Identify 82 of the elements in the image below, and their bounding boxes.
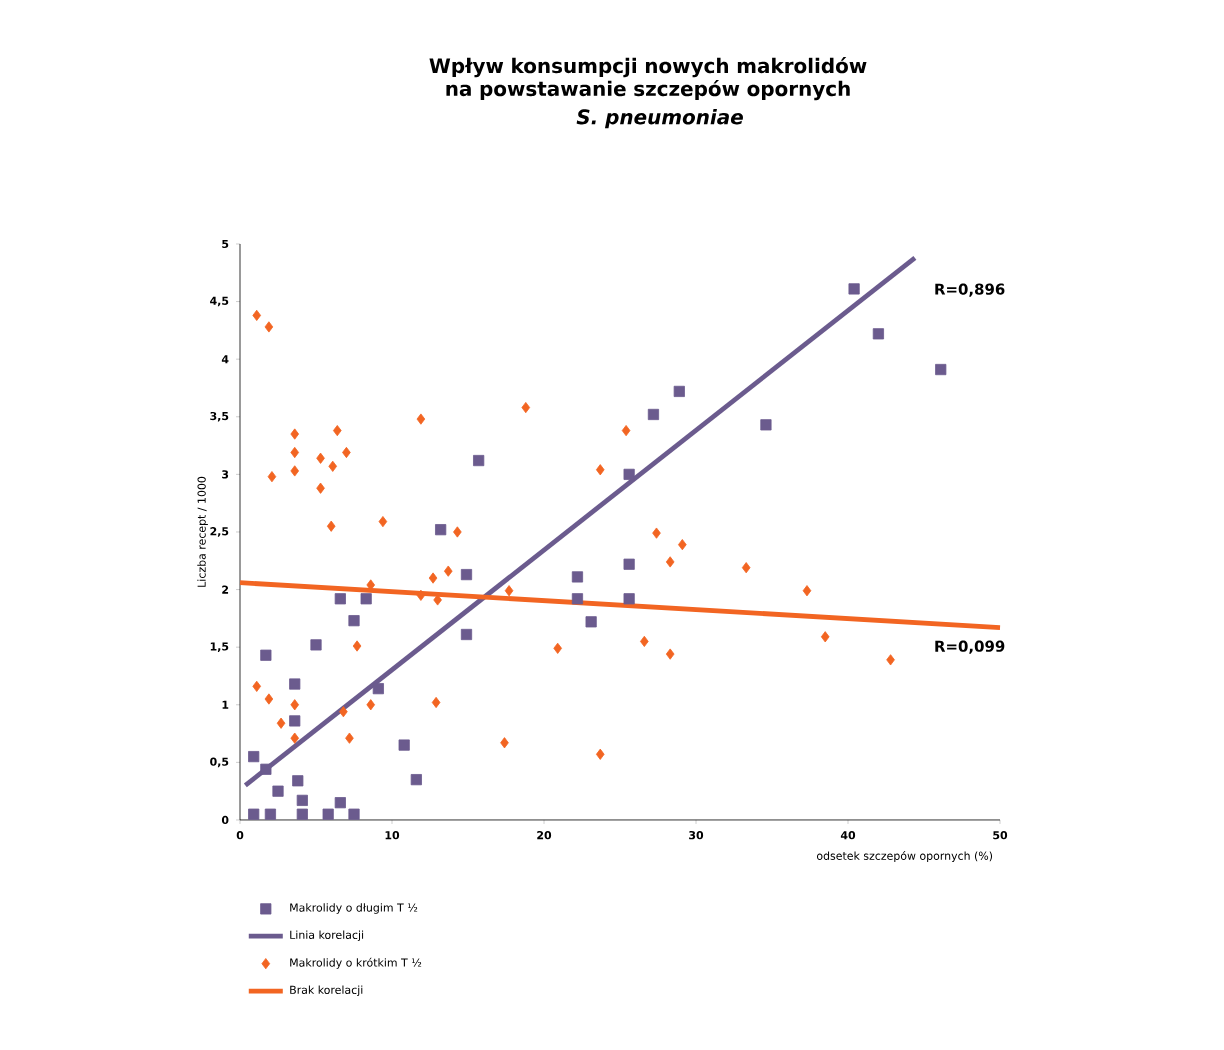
- chart-subtitle: S. pneumoniae: [576, 109, 743, 129]
- point: [428, 572, 438, 584]
- point: [571, 593, 584, 605]
- point: [316, 452, 325, 464]
- point: [460, 569, 473, 581]
- point: [328, 460, 338, 472]
- point: [647, 408, 660, 421]
- point: [640, 635, 649, 647]
- point: [339, 706, 348, 718]
- point: [665, 556, 675, 568]
- point: [872, 328, 884, 340]
- point: [571, 571, 584, 583]
- point: [345, 732, 354, 744]
- point: [310, 639, 322, 651]
- point: [521, 401, 531, 414]
- point: [473, 454, 485, 467]
- point: [290, 699, 300, 711]
- point: [460, 628, 473, 641]
- point: [621, 425, 631, 437]
- point: [652, 527, 661, 539]
- point: [416, 589, 426, 601]
- point: [296, 808, 308, 820]
- point: [248, 808, 260, 820]
- point: [585, 616, 597, 628]
- point: [352, 640, 362, 652]
- point: [289, 715, 301, 727]
- point: [296, 794, 308, 806]
- point: [935, 363, 947, 376]
- point: [334, 797, 346, 809]
- point: [326, 520, 336, 532]
- point: [366, 699, 376, 711]
- point: [595, 748, 605, 760]
- point: [820, 631, 830, 643]
- point: [292, 775, 304, 787]
- point: [316, 482, 325, 494]
- point: [802, 585, 812, 597]
- point: [348, 808, 360, 820]
- point: [372, 683, 384, 695]
- point: [290, 428, 300, 440]
- point: [678, 539, 687, 551]
- point: [264, 693, 274, 705]
- point: [410, 774, 422, 786]
- point: [348, 615, 360, 627]
- point: [272, 785, 284, 797]
- point: [760, 419, 772, 431]
- point: [504, 585, 514, 597]
- point: [264, 321, 274, 333]
- point: [435, 524, 447, 536]
- point: [260, 763, 272, 775]
- point: [289, 678, 301, 690]
- point: [290, 446, 300, 459]
- point: [741, 562, 751, 574]
- point: [248, 751, 260, 763]
- point: [453, 526, 462, 538]
- point: [595, 464, 605, 476]
- point: [290, 732, 300, 744]
- point: [673, 385, 685, 398]
- point: [252, 309, 262, 321]
- chart-title: Wpływ konsumpcji nowych makrolidów na powstawanie szczepów opornych: [429, 57, 867, 101]
- point: [322, 808, 334, 820]
- point: [290, 465, 300, 477]
- point: [443, 565, 453, 577]
- point: [398, 739, 410, 751]
- point: [623, 593, 635, 605]
- point: [665, 648, 675, 660]
- point: [260, 649, 272, 661]
- point: [267, 471, 277, 483]
- point: [360, 593, 372, 605]
- point: [378, 516, 388, 528]
- point: [623, 468, 635, 480]
- point: [623, 558, 635, 570]
- point: [500, 737, 509, 749]
- point: [848, 283, 860, 295]
- point: [431, 696, 441, 709]
- point: [264, 808, 276, 820]
- point: [276, 717, 286, 729]
- point: [333, 425, 342, 437]
- point: [553, 642, 562, 654]
- point: [252, 680, 262, 692]
- point: [416, 413, 426, 425]
- point: [886, 654, 895, 666]
- point: [334, 593, 346, 605]
